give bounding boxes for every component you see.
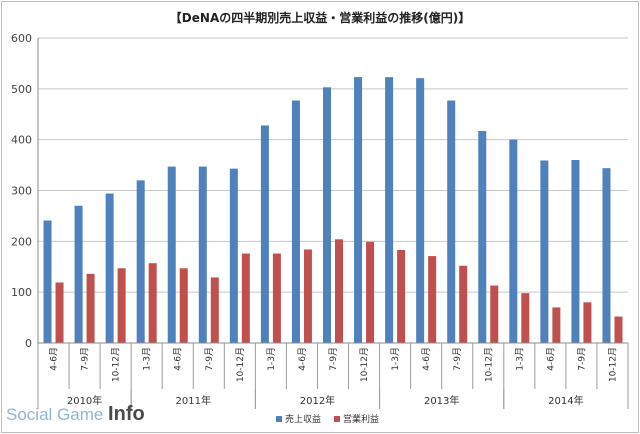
x-tick-label: 7-9月 (80, 347, 91, 371)
legend-label: 営業利益 (343, 413, 379, 425)
bar-operating-profit (583, 302, 592, 343)
x-tick-label: 4-6月 (49, 347, 60, 371)
x-tick-label: 7-9月 (576, 347, 587, 371)
bar-revenue (105, 193, 114, 343)
bar-revenue (571, 160, 580, 343)
x-tick-label: 10-12月 (111, 347, 122, 382)
year-label: 2012年 (300, 394, 335, 407)
bar-operating-profit (272, 253, 281, 343)
bar-revenue (354, 77, 363, 344)
bar-operating-profit (179, 268, 188, 343)
bar-revenue (136, 180, 145, 343)
legend-swatch (276, 416, 282, 422)
y-tick-label: 200 (11, 235, 32, 248)
bar-operating-profit (241, 253, 250, 343)
y-tick-label: 500 (11, 83, 32, 96)
x-tick-label: 4-6月 (421, 347, 432, 371)
y-tick-label: 0 (25, 337, 32, 350)
bar-operating-profit (303, 249, 312, 343)
bar-revenue (540, 160, 549, 343)
year-label: 2010年 (67, 394, 102, 407)
legend-swatch (334, 416, 340, 422)
x-tick-label: 10-12月 (359, 347, 370, 382)
x-tick-label: 1-3月 (390, 347, 401, 371)
bar-revenue (416, 78, 425, 344)
legend-label: 売上収益 (285, 413, 321, 425)
bar-revenue (323, 87, 331, 343)
x-tick-label: 1-3月 (514, 347, 525, 371)
bar-operating-profit (55, 282, 64, 343)
x-tick-label: 4-6月 (173, 347, 184, 371)
bar-operating-profit (521, 293, 530, 343)
bar-revenue (385, 77, 394, 344)
y-tick-label: 400 (11, 134, 32, 147)
bar-revenue (43, 220, 52, 343)
y-tick-label: 600 (11, 32, 32, 45)
x-axis: 4-6月 7-9月 10-12月 1-3月 4-6月 7-9月 10-12月 1-3月 4-6月… (37, 342, 629, 409)
bar-revenue (447, 100, 456, 344)
x-tick-label: 1-3月 (266, 347, 277, 371)
year-label: 2013年 (424, 394, 459, 407)
bars (43, 77, 623, 344)
bar-revenue (74, 205, 83, 343)
bar-operating-profit (366, 241, 375, 343)
x-tick-label: 10-12月 (607, 347, 618, 382)
x-tick-label: 7-9月 (328, 347, 339, 371)
bar-operating-profit (335, 239, 343, 343)
y-tick-label: 100 (11, 286, 32, 299)
year-label: 2011年 (176, 394, 211, 407)
bar-revenue (291, 100, 300, 344)
x-tick-label: 10-12月 (235, 347, 246, 382)
bar-operating-profit (490, 285, 499, 343)
legend: 売上収益 営業利益 (276, 413, 379, 425)
bar-operating-profit (117, 268, 126, 343)
bar-operating-profit (552, 307, 561, 343)
bar-operating-profit (428, 256, 437, 343)
bar-operating-profit (148, 263, 157, 343)
y-tick-label: 300 (11, 185, 32, 198)
bar-revenue (260, 125, 269, 343)
bar-revenue (198, 166, 207, 343)
x-tick-label: 4-6月 (297, 347, 308, 371)
chart-title: 【DeNAの四半期別売上収益・営業利益の推移(億円)】 (169, 11, 471, 25)
watermark: Social Game Info (6, 403, 145, 425)
bar-revenue (602, 168, 611, 343)
bar-operating-profit (210, 277, 219, 343)
bar-revenue (509, 139, 518, 343)
x-tick-label: 10-12月 (483, 347, 494, 382)
x-tick-label: 7-9月 (204, 347, 215, 371)
y-axis: 0 100 200 300 400 500 600 (11, 32, 39, 350)
x-tick-label: 7-9月 (452, 347, 463, 371)
x-tick-label: 4-6月 (545, 347, 556, 371)
bar-operating-profit (614, 316, 623, 343)
bar-revenue (167, 166, 176, 343)
grid-lines (38, 37, 628, 344)
bar-revenue (229, 168, 238, 343)
year-label: 2014年 (548, 394, 583, 407)
bar-revenue (478, 131, 487, 343)
bar-operating-profit (397, 249, 406, 343)
x-tick-label: 1-3月 (142, 347, 153, 371)
bar-operating-profit (86, 273, 95, 343)
bar-operating-profit (459, 265, 468, 343)
